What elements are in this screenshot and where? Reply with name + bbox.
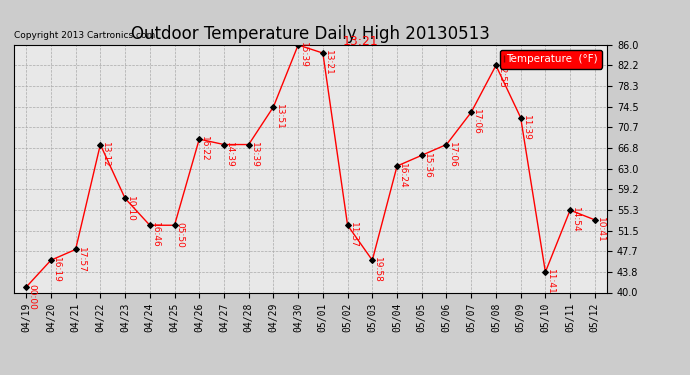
Text: 17:57: 17:57	[77, 247, 86, 273]
Text: 14:39: 14:39	[225, 142, 234, 168]
Point	[441, 141, 452, 147]
Text: 11:41: 11:41	[546, 269, 555, 295]
Point	[540, 269, 551, 275]
Point	[219, 141, 230, 147]
Point	[46, 257, 57, 263]
Point	[564, 207, 575, 213]
Text: 15:36: 15:36	[423, 153, 432, 178]
Point	[243, 141, 254, 147]
Legend: Temperature  (°F): Temperature (°F)	[500, 50, 602, 69]
Text: 10:10: 10:10	[126, 196, 135, 222]
Point	[119, 195, 130, 201]
Point	[515, 115, 526, 121]
Point	[416, 152, 427, 158]
Text: 13:21: 13:21	[342, 34, 378, 48]
Text: 16:46: 16:46	[151, 222, 160, 248]
Point	[391, 163, 402, 169]
Text: 11:39: 11:39	[522, 115, 531, 141]
Text: 16:19: 16:19	[52, 258, 61, 284]
Point	[589, 217, 600, 223]
Text: 13:39: 13:39	[250, 142, 259, 168]
Point	[95, 141, 106, 147]
Point	[317, 50, 328, 56]
Point	[466, 109, 477, 115]
Text: 05:50: 05:50	[175, 222, 184, 248]
Text: 17:06: 17:06	[448, 142, 457, 168]
Text: 19:58: 19:58	[373, 258, 382, 284]
Point	[293, 42, 304, 48]
Point	[342, 222, 353, 228]
Point	[491, 63, 502, 69]
Point	[21, 284, 32, 290]
Title: Outdoor Temperature Daily High 20130513: Outdoor Temperature Daily High 20130513	[131, 26, 490, 44]
Text: 17:06: 17:06	[472, 110, 481, 135]
Point	[169, 222, 180, 228]
Point	[268, 104, 279, 110]
Text: 00:00: 00:00	[27, 284, 36, 310]
Text: 13:21: 13:21	[324, 50, 333, 76]
Point	[367, 257, 378, 263]
Text: 12:55: 12:55	[497, 63, 506, 88]
Point	[70, 246, 81, 252]
Text: 15:39: 15:39	[299, 42, 308, 68]
Point	[144, 222, 155, 228]
Text: 13:12: 13:12	[101, 142, 110, 168]
Text: 10:41: 10:41	[596, 217, 605, 243]
Text: 16:24: 16:24	[398, 163, 407, 189]
Text: 16:22: 16:22	[200, 136, 209, 162]
Text: 11:37: 11:37	[348, 222, 357, 248]
Text: 13:51: 13:51	[275, 104, 284, 130]
Point	[194, 136, 205, 142]
Text: 14:54: 14:54	[571, 207, 580, 233]
Text: Copyright 2013 Cartronics.com: Copyright 2013 Cartronics.com	[14, 31, 155, 40]
